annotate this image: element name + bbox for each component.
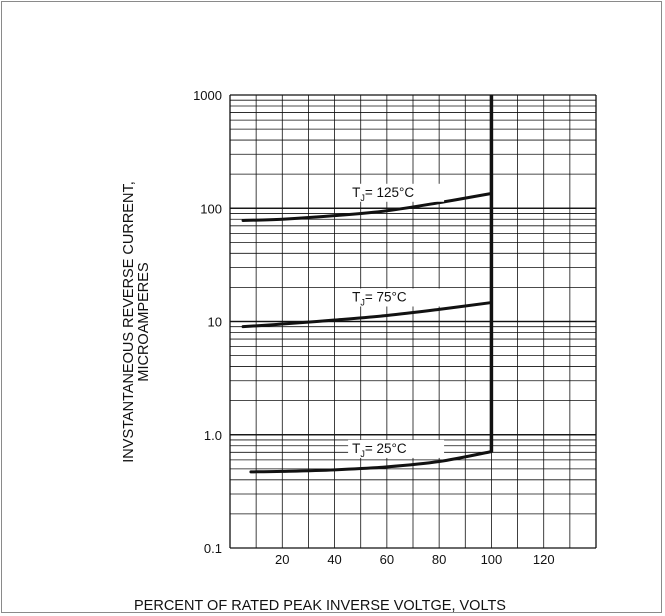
annotation-tj-25c-bg: [348, 439, 445, 458]
tick-labels: 20 40 60 80 100 120 0.1 1.0 10 100 1000: [193, 88, 554, 567]
y-tick-label: 1000: [193, 88, 222, 103]
series-lines: [241, 95, 494, 474]
x-tick-label: 40: [327, 552, 341, 567]
y-tick-label: 0.1: [204, 541, 222, 556]
y-tick-label: 100: [200, 201, 222, 216]
annotation-tj-125c: TJ= 125°C: [352, 185, 414, 203]
y-tick-label: 10: [208, 315, 222, 330]
x-tick-label: 120: [533, 552, 555, 567]
series-tj-75c-line: [241, 301, 493, 329]
annotation-tj-125c-bg: [348, 183, 445, 202]
y-axis-title-line-2: MICROAMPERES: [136, 262, 152, 381]
annotation-tj-75c: TJ= 75°C: [352, 289, 407, 307]
series-tj-25c-line: [249, 450, 493, 474]
annotation-tj-25c: TJ= 25°C: [352, 441, 407, 459]
x-tick-label: 60: [380, 552, 394, 567]
y-tick-label: 1.0: [204, 428, 222, 443]
x-tick-label: 80: [432, 552, 446, 567]
annotation-tj-75c-bg: [348, 288, 445, 307]
grid: [229, 94, 597, 549]
x-tick-label: 20: [275, 552, 289, 567]
x-axis-title: PERCENT OF RATED PEAK INVERSE VOLTGE, VO…: [134, 598, 506, 614]
series-annotations: TJ= 125°C TJ= 75°C TJ= 25°C: [348, 183, 445, 459]
x-tick-label: 100: [481, 552, 503, 567]
y-axis-title-line-1: INVSTANTANEOUS REVERSE CURRENT,: [121, 181, 137, 462]
series-tj-125c-line: [241, 191, 493, 222]
